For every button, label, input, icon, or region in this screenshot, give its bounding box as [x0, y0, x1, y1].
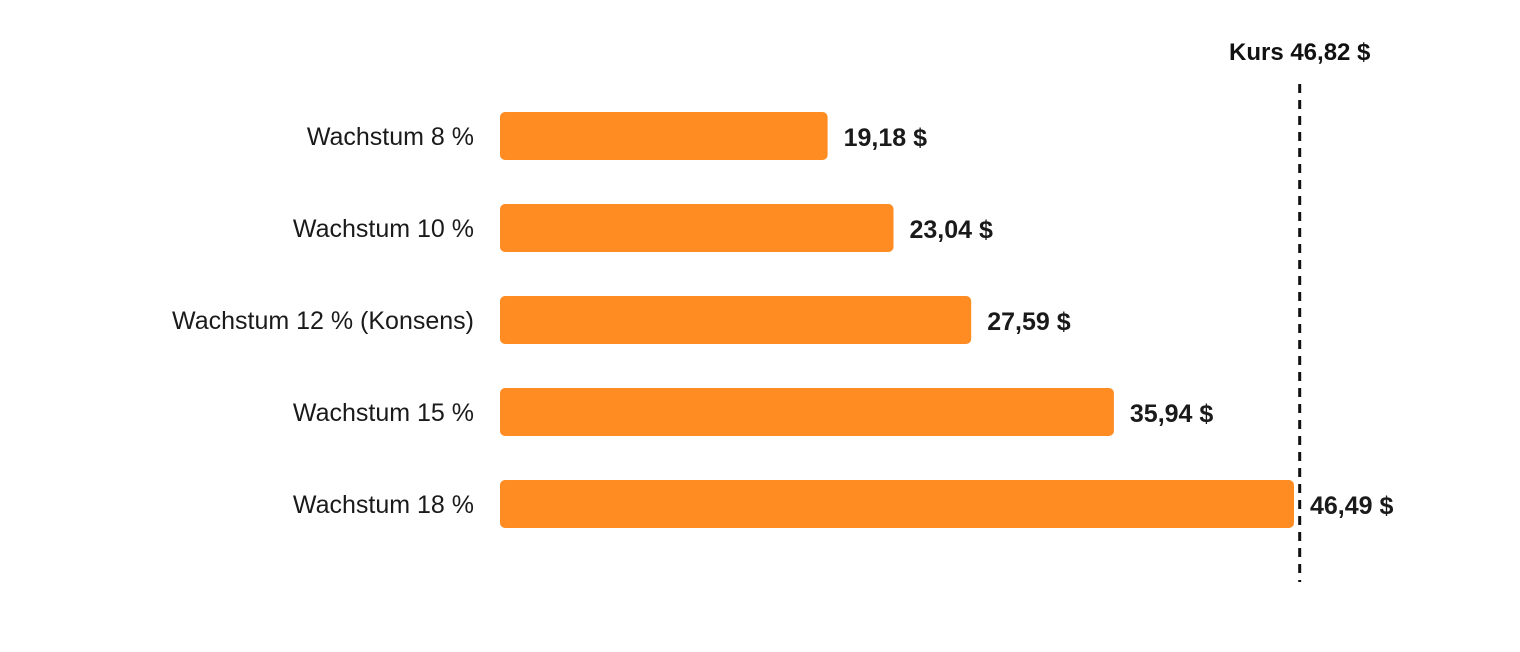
bar-4 [500, 388, 1114, 436]
bar-5 [500, 480, 1294, 528]
bars-layer [500, 112, 1294, 528]
value-label-4: 35,94 $ [1130, 400, 1214, 428]
category-label-3: Wachstum 12 % (Konsens) [172, 307, 474, 335]
bar-1 [500, 112, 828, 160]
value-label-2: 23,04 $ [910, 216, 994, 244]
category-label-2: Wachstum 10 % [293, 215, 474, 243]
category-label-1: Wachstum 8 % [307, 123, 474, 151]
reference-layer: Kurs 46,82 $ [1229, 39, 1371, 582]
value-label-1: 19,18 $ [844, 124, 928, 152]
value-label-5: 46,49 $ [1310, 492, 1394, 520]
labels-layer: Wachstum 8 % 19,18 $ Wachstum 10 % 23,04 $ W… [172, 123, 1393, 520]
bar-3 [500, 296, 972, 344]
reference-label: Kurs 46,82 $ [1229, 39, 1371, 66]
category-label-5: Wachstum 18 % [293, 491, 474, 519]
bar-2 [500, 204, 894, 252]
category-label-4: Wachstum 15 % [293, 399, 474, 427]
value-label-3: 27,59 $ [987, 308, 1071, 336]
